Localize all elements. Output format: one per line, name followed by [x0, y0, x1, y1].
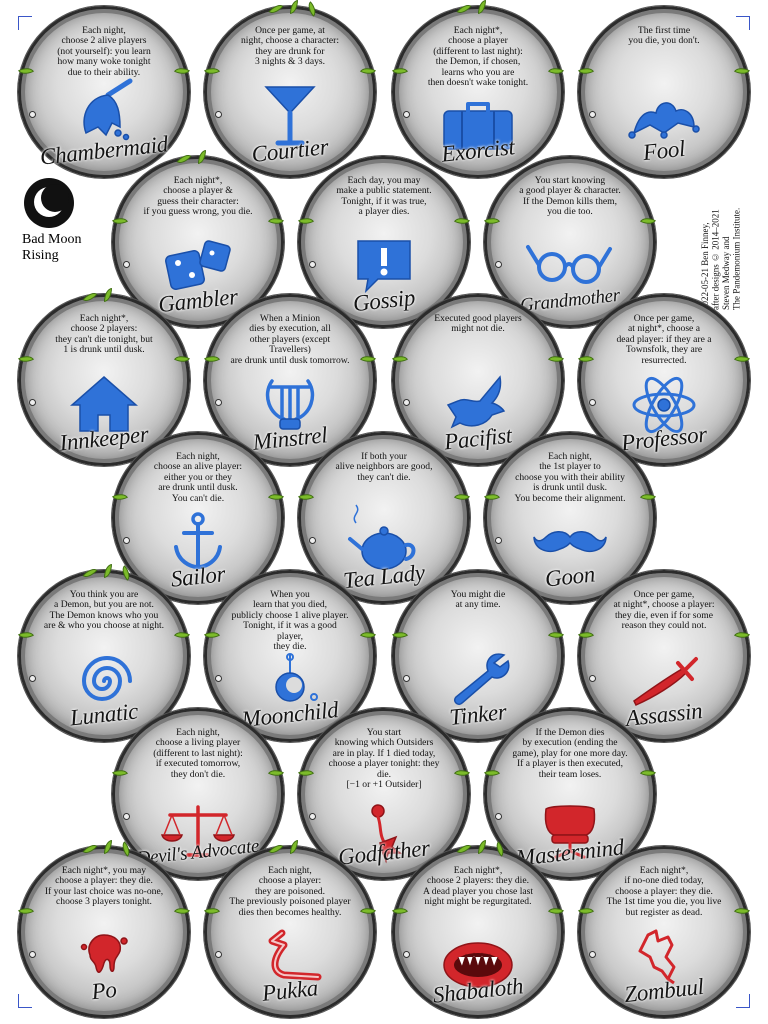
- token-tinker[interactable]: You might die at any time. Tinker: [391, 570, 565, 742]
- token-po[interactable]: Each night*, you may choose a player: th…: [17, 840, 191, 1018]
- token-ability: Each night, choose a living player (diff…: [153, 727, 243, 780]
- token-mastermind[interactable]: If the Demon dies by execution (ending t…: [483, 708, 657, 880]
- edition-name: Bad Moon Rising: [22, 232, 82, 263]
- crop-mark-top-left: [18, 16, 32, 30]
- token-ability: Each day, you may make a public statemen…: [336, 175, 432, 218]
- token-goon[interactable]: Each night, the 1st player to choose you…: [483, 432, 657, 604]
- token-fool[interactable]: The first time you die, you don't. Fool: [577, 6, 751, 178]
- token-grandmother[interactable]: You start knowing a good player & charac…: [483, 156, 657, 328]
- token-ability: Each night*, if no-one died today, choos…: [606, 865, 722, 918]
- zombie-hand-icon: [628, 927, 700, 985]
- rose-icon: [348, 804, 420, 865]
- token-pukka[interactable]: Each night, choose a player: they are po…: [203, 840, 377, 1018]
- token-ability: Each night, choose 2 alive players (not …: [57, 25, 151, 78]
- moon-icon: [24, 178, 74, 228]
- token-shabaloth[interactable]: Each night*, choose 2 players: they die.…: [391, 840, 565, 1018]
- token-ability: You start knowing a good player & charac…: [519, 175, 621, 218]
- token-ability: If the Demon dies by execution (ending t…: [512, 727, 628, 780]
- token-ability: The first time you die, you don't.: [628, 25, 700, 47]
- feather-duster-icon: [68, 78, 140, 145]
- token-ability: When a Minion dies by execution, all oth…: [230, 313, 350, 366]
- crop-mark-top-right: [736, 16, 750, 30]
- token-pacifist[interactable]: Executed good players might not die. Pac…: [391, 294, 565, 466]
- token-ability: Once per game, at night, choose a charac…: [240, 25, 340, 68]
- serpent-icon: [254, 927, 326, 985]
- spiral-icon: [68, 651, 140, 709]
- fanged-mouth-icon: [442, 941, 514, 999]
- token-ability: Each night, the 1st player to choose you…: [514, 451, 626, 504]
- token-ability: Executed good players might not die.: [434, 313, 522, 335]
- token-courtier[interactable]: Once per game, at night, choose a charac…: [203, 0, 377, 178]
- token-tea-lady[interactable]: If both your alive neighbors are good, t…: [297, 432, 471, 604]
- scales-icon: [161, 803, 235, 861]
- mustache-icon: [533, 513, 607, 571]
- blood-splat-icon: [68, 927, 140, 985]
- edition-logo: Bad Moon Rising: [22, 178, 112, 264]
- token-ability: Each night*, choose 2 players: they can'…: [55, 313, 153, 356]
- dagger-icon: [628, 651, 700, 709]
- token-minstrel[interactable]: When a Minion dies by execution, all oth…: [203, 294, 377, 466]
- token-lunatic[interactable]: You think you are a Demon, but you are n…: [17, 564, 191, 742]
- token-ability: When you learn that you died, publicly c…: [231, 589, 349, 653]
- token-ability: Each night*, choose 2 players: they die.…: [422, 865, 534, 908]
- token-zombuul[interactable]: Each night*, if no-one died today, choos…: [577, 846, 751, 1018]
- chair-icon: [534, 803, 606, 861]
- token-sailor[interactable]: Each night, choose an alive player: eith…: [111, 432, 285, 604]
- token-moonchild[interactable]: When you learn that you died, publicly c…: [203, 570, 377, 742]
- token-innkeeper[interactable]: Each night*, choose 2 players: they can'…: [17, 288, 191, 466]
- speech-bubble-icon: [348, 237, 420, 295]
- lyre-icon: [254, 375, 326, 433]
- token-chambermaid[interactable]: Each night, choose 2 alive players (not …: [17, 6, 191, 178]
- jester-hat-icon: [628, 87, 700, 145]
- cocktail-glass-icon: [254, 86, 326, 146]
- token-ability: Each night*, you may choose a player: th…: [44, 865, 164, 908]
- token-name: Po: [90, 976, 118, 1005]
- token-ability: You might die at any time.: [450, 589, 506, 611]
- crop-mark-bottom-left: [18, 994, 32, 1008]
- token-ability: You think you are a Demon, but you are n…: [43, 589, 165, 632]
- token-devils-advocate[interactable]: Each night, choose a living player (diff…: [111, 708, 285, 880]
- atom-icon: [628, 375, 700, 434]
- token-gambler[interactable]: Each night*, choose a player & guess the…: [111, 150, 285, 328]
- dove-icon: [442, 375, 514, 433]
- token-ability: Each night*, choose a player & guess the…: [143, 175, 253, 218]
- token-professor[interactable]: Once per game, at night*, choose a dead …: [577, 294, 751, 466]
- anchor-icon: [162, 512, 234, 571]
- glasses-icon: [526, 237, 612, 295]
- house-icon: [68, 375, 140, 433]
- token-exorcist[interactable]: Each night*, choose a player (different …: [391, 0, 565, 178]
- token-name: Shabaloth: [431, 973, 525, 1008]
- credits-text: 2022-05-21 Ben Finney, after designs © 2…: [700, 207, 742, 310]
- teapot-icon: [348, 504, 420, 571]
- token-ability: Each night, choose a player: they are po…: [229, 865, 351, 918]
- crop-mark-bottom-right: [736, 994, 750, 1008]
- token-godfather[interactable]: You start knowing which Outsiders are in…: [297, 708, 471, 880]
- wrench-icon: [442, 651, 514, 709]
- dice-icon: [162, 237, 234, 295]
- token-ability: Once per game, at night*, choose a dead …: [616, 313, 712, 366]
- token-assassin[interactable]: Once per game, at night*, choose a playe…: [577, 570, 751, 742]
- token-ability: You start knowing which Outsiders are in…: [328, 727, 440, 791]
- token-name: Pukka: [260, 975, 320, 1006]
- token-ability: Each night, choose an alive player: eith…: [153, 451, 243, 504]
- suitcase-icon: [442, 101, 514, 150]
- token-gossip[interactable]: Each day, you may make a public statemen…: [297, 156, 471, 328]
- token-ability: If both your alive neighbors are good, t…: [335, 451, 433, 483]
- token-ability: Once per game, at night*, choose a playe…: [613, 589, 715, 632]
- pendant-icon: [254, 651, 326, 709]
- token-ability: Each night*, choose a player (different …: [427, 25, 529, 89]
- token-name: Zombuul: [623, 973, 705, 1008]
